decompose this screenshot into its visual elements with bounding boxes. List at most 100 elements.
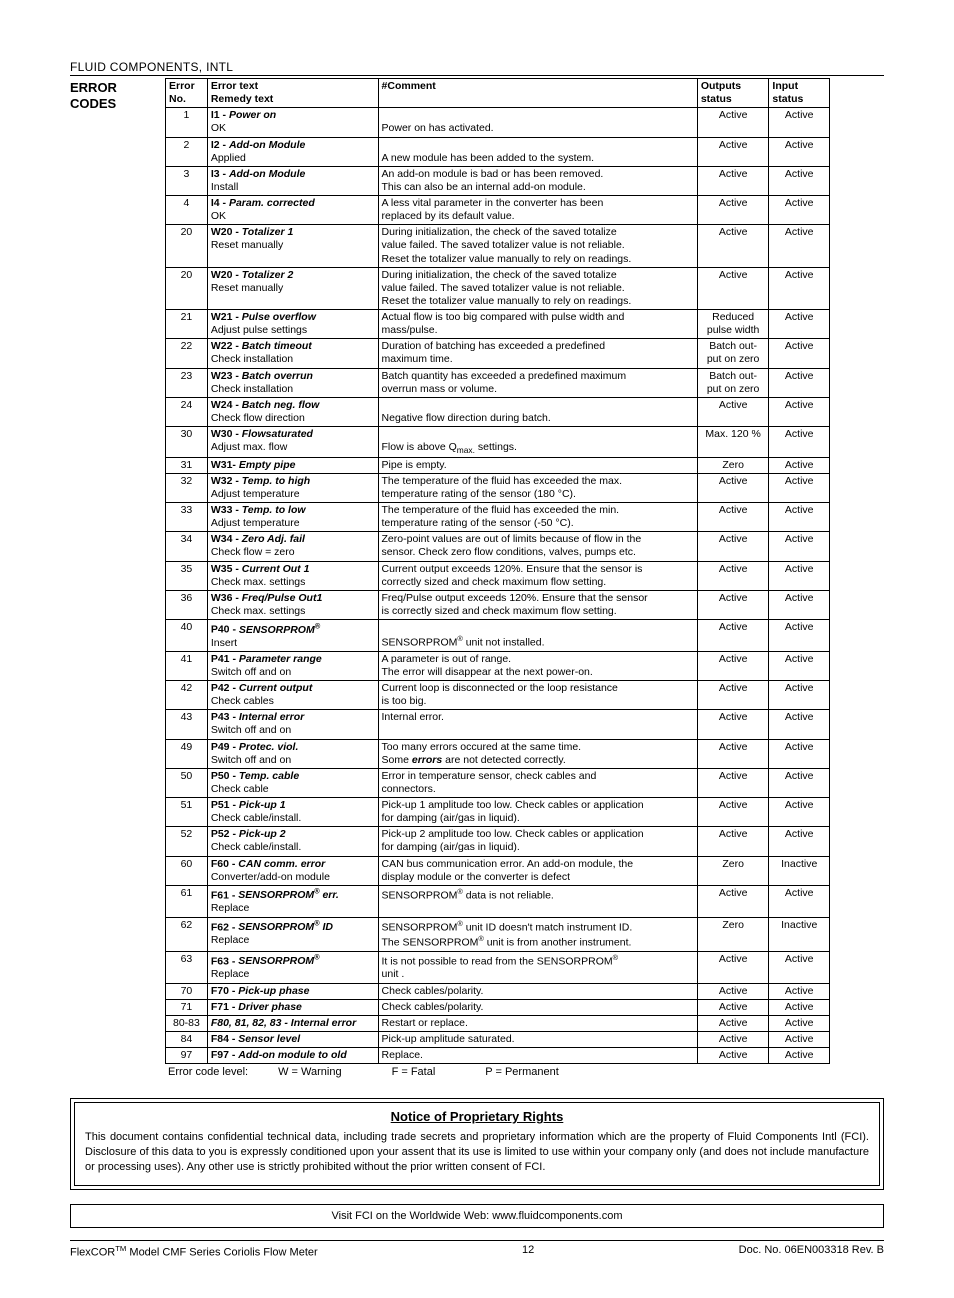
cell-error: W24 - Batch neg. flowCheck flow directio… — [207, 397, 378, 426]
cell-output: Active — [697, 710, 769, 739]
cell-no: 40 — [166, 620, 208, 652]
cell-no: 32 — [166, 473, 208, 502]
cell-no: 23 — [166, 368, 208, 397]
cell-comment: Pick-up 2 amplitude too low. Check cable… — [378, 827, 697, 856]
cell-output: Active — [697, 1031, 769, 1047]
th-input: Input status — [769, 79, 830, 108]
cell-error: F62 - SENSORPROM® IDReplace — [207, 917, 378, 951]
table-row: 35W35 - Current Out 1Check max. settings… — [166, 561, 830, 590]
cell-comment: A less vital parameter in the converter … — [378, 196, 697, 225]
footer-left-1: FlexCOR — [70, 1246, 115, 1258]
table-row: 60F60 - CAN comm. errorConverter/add-on … — [166, 856, 830, 885]
cell-comment: Error in temperature sensor, check cable… — [378, 768, 697, 797]
cell-error: W23 - Batch overrunCheck installation — [207, 368, 378, 397]
cell-input: Active — [769, 1015, 830, 1031]
cell-comment: Flow is above Qmax. settings. — [378, 427, 697, 458]
th-output-2: status — [701, 93, 732, 105]
cell-error: W31- Empty pipe — [207, 457, 378, 473]
table-row: 62F62 - SENSORPROM® IDReplaceSENSORPROM®… — [166, 917, 830, 951]
cell-input: Active — [769, 590, 830, 619]
cell-output: Active — [697, 768, 769, 797]
table-row: 63F63 - SENSORPROM®ReplaceIt is not poss… — [166, 951, 830, 983]
cell-output: Active — [697, 267, 769, 309]
th-output-1: Outputs — [701, 80, 741, 92]
tm-icon: TM — [115, 1244, 126, 1253]
table-row: 41P41 - Parameter rangeSwitch off and on… — [166, 651, 830, 680]
cell-no: 20 — [166, 267, 208, 309]
notice-text: This document contains confidential tech… — [85, 1130, 869, 1175]
table-row: 61F61 - SENSORPROM® err.ReplaceSENSORPRO… — [166, 885, 830, 917]
cell-output: Active — [697, 1048, 769, 1064]
cell-comment: Restart or replace. — [378, 1015, 697, 1031]
cell-input: Inactive — [769, 917, 830, 951]
cell-output: Active — [697, 108, 769, 137]
cell-comment: SENSORPROM® unit not installed. — [378, 620, 697, 652]
th-no-1: Error — [169, 80, 195, 92]
cell-comment: Check cables/polarity. — [378, 999, 697, 1015]
cell-no: 43 — [166, 710, 208, 739]
cell-no: 62 — [166, 917, 208, 951]
th-output: Outputs status — [697, 79, 769, 108]
cell-input: Active — [769, 108, 830, 137]
cell-input: Active — [769, 503, 830, 532]
cell-error: W35 - Current Out 1Check max. settings — [207, 561, 378, 590]
table-row: 4I4 - Param. correctedOKA less vital par… — [166, 196, 830, 225]
table-row: 20W20 - Totalizer 1Reset manuallyDuring … — [166, 225, 830, 267]
cell-comment: Power on has activated. — [378, 108, 697, 137]
cell-error: I4 - Param. correctedOK — [207, 196, 378, 225]
cell-error: W20 - Totalizer 2Reset manually — [207, 267, 378, 309]
cell-error: F70 - Pick-up phase — [207, 983, 378, 999]
cell-input: Active — [769, 1031, 830, 1047]
table-row: 97F97 - Add-on module to oldReplace.Acti… — [166, 1048, 830, 1064]
cell-no: 63 — [166, 951, 208, 983]
cell-comment: Negative flow direction during batch. — [378, 397, 697, 426]
cell-no: 84 — [166, 1031, 208, 1047]
cell-input: Active — [769, 166, 830, 195]
cell-output: Active — [697, 225, 769, 267]
cell-no: 3 — [166, 166, 208, 195]
section-title-2: CODES — [70, 96, 116, 111]
cell-error: F61 - SENSORPROM® err.Replace — [207, 885, 378, 917]
cell-output: Active — [697, 798, 769, 827]
table-row: 80-83F80, 81, 82, 83 - Internal errorRes… — [166, 1015, 830, 1031]
table-row: 33W33 - Temp. to lowAdjust temperatureTh… — [166, 503, 830, 532]
th-comment-1: #Comment — [382, 80, 436, 92]
error-codes-table: Error No. Error text Remedy text #Commen… — [165, 78, 830, 1064]
cell-no: 70 — [166, 983, 208, 999]
cell-input: Active — [769, 368, 830, 397]
footer-center: 12 — [522, 1244, 534, 1259]
notice-box: Notice of Proprietary Rights This docume… — [70, 1098, 884, 1190]
cell-input: Active — [769, 710, 830, 739]
cell-error: P50 - Temp. cableCheck cable — [207, 768, 378, 797]
th-comment: #Comment — [378, 79, 697, 108]
th-input-2: status — [772, 93, 803, 105]
page-footer: FlexCORTM Model CMF Series Coriolis Flow… — [70, 1240, 884, 1259]
cell-input: Active — [769, 620, 830, 652]
cell-output: Zero — [697, 457, 769, 473]
cell-comment: Current loop is disconnected or the loop… — [378, 681, 697, 710]
legend-row: Error code level: W = Warning F = Fatal … — [165, 1064, 830, 1080]
cell-output: Batch out-put on zero — [697, 368, 769, 397]
cell-error: F97 - Add-on module to old — [207, 1048, 378, 1064]
cell-comment: SENSORPROM® unit ID doesn't match instru… — [378, 917, 697, 951]
cell-input: Active — [769, 827, 830, 856]
table-row: 42P42 - Current outputCheck cablesCurren… — [166, 681, 830, 710]
cell-no: 80-83 — [166, 1015, 208, 1031]
cell-error: W34 - Zero Adj. failCheck flow = zero — [207, 532, 378, 561]
cell-no: 51 — [166, 798, 208, 827]
cell-no: 60 — [166, 856, 208, 885]
table-header-row: Error No. Error text Remedy text #Commen… — [166, 79, 830, 108]
cell-no: 31 — [166, 457, 208, 473]
cell-input: Active — [769, 473, 830, 502]
cell-error: W36 - Freq/Pulse Out1Check max. settings — [207, 590, 378, 619]
cell-error: W20 - Totalizer 1Reset manually — [207, 225, 378, 267]
main-content: ERROR CODES Error No. Error text Remedy … — [70, 78, 884, 1064]
cell-input: Active — [769, 267, 830, 309]
cell-error: F80, 81, 82, 83 - Internal error — [207, 1015, 378, 1031]
cell-input: Active — [769, 397, 830, 426]
cell-comment: Pipe is empty. — [378, 457, 697, 473]
visit-box: Visit FCI on the Worldwide Web: www.flui… — [70, 1204, 884, 1228]
cell-output: Zero — [697, 917, 769, 951]
cell-no: 41 — [166, 651, 208, 680]
cell-no: 20 — [166, 225, 208, 267]
